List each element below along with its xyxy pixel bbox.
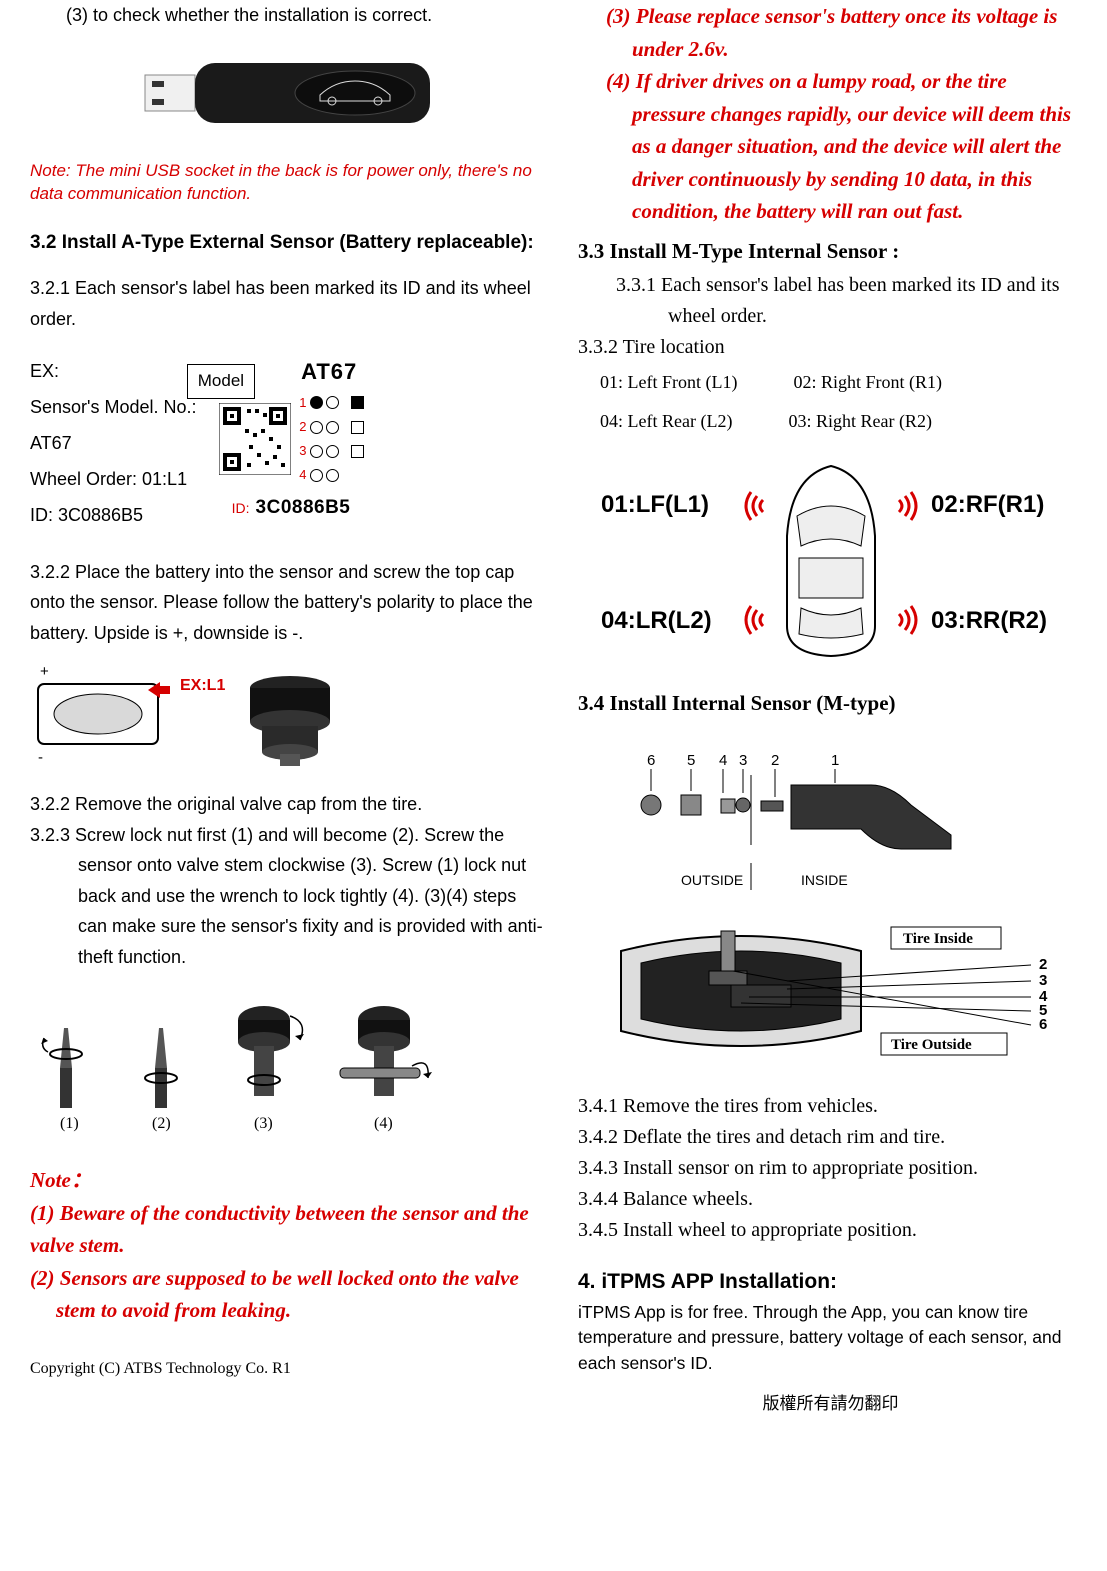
svg-text:6: 6 bbox=[647, 752, 655, 769]
install-steps-figure: (1) (2) (3) (4) bbox=[30, 996, 550, 1146]
sensor-example-block: EX: Sensor's Model. No.: AT67 Wheel Orde… bbox=[30, 353, 550, 533]
p-3-2-2b: 3.2.2 Remove the original valve cap from… bbox=[30, 789, 550, 820]
svg-text:+: + bbox=[40, 663, 49, 680]
id-label: ID: bbox=[232, 497, 250, 521]
tire-location-list: 01: Left Front (L1) 02: Right Front (R1)… bbox=[578, 363, 1083, 442]
footer-chinese: 版權所有請勿翻印 bbox=[578, 1390, 1083, 1419]
svg-text:5: 5 bbox=[687, 752, 695, 769]
qr-row-1: 1 bbox=[297, 392, 307, 414]
p-3-2-1: 3.2.1 Each sensor's label has been marke… bbox=[30, 273, 550, 334]
tire-inside-label: Tire Inside bbox=[903, 931, 973, 947]
car-label-bl: 04:LR(L2) bbox=[601, 607, 712, 634]
note-3: (3) Please replace sensor's battery once… bbox=[578, 0, 1083, 65]
svg-text:3: 3 bbox=[1039, 972, 1047, 989]
svg-text:(2): (2) bbox=[152, 1115, 171, 1132]
svg-text:1: 1 bbox=[831, 752, 839, 769]
car-tire-diagram: 01:LF(L1) 02:RF(R1) 04:LR(L2) 03:RR(R2) bbox=[578, 456, 1083, 666]
ex-model-val: AT67 bbox=[30, 425, 197, 461]
usb-note: Note: The mini USB socket in the back is… bbox=[30, 160, 550, 206]
note-heading: Note： bbox=[30, 1164, 550, 1197]
section-4-body: iTPMS App is for free. Through the App, … bbox=[578, 1300, 1083, 1376]
qr-row-3: 3 bbox=[297, 440, 307, 462]
tire-04: 04: Left Rear (L2) bbox=[600, 402, 732, 442]
battery-cap-figure: + - EX:L1 bbox=[30, 654, 550, 779]
id-value: 3C0886B5 bbox=[256, 492, 351, 524]
ex-wheel: Wheel Order: 01:L1 bbox=[30, 461, 197, 497]
ex-label: EX: bbox=[30, 353, 197, 389]
svg-text:2: 2 bbox=[1039, 956, 1047, 973]
usb-receiver-figure bbox=[30, 45, 550, 140]
ex-id: ID: 3C0886B5 bbox=[30, 497, 197, 533]
p-3-3-2: 3.3.2 Tire location bbox=[578, 332, 1083, 363]
model-tag: Model bbox=[187, 364, 255, 399]
svg-text:4: 4 bbox=[719, 752, 727, 769]
car-label-br: 03:RR(R2) bbox=[931, 607, 1047, 634]
car-label-tr: 02:RF(R1) bbox=[931, 491, 1044, 518]
heading-3-4: 3.4 Install Internal Sensor (M-type) bbox=[578, 686, 1083, 722]
qr-code-icon bbox=[219, 403, 291, 475]
qr-row-2: 2 bbox=[297, 416, 307, 438]
qr-label-figure: Model AT67 bbox=[219, 353, 364, 525]
ex-model-line: Sensor's Model. No.: bbox=[30, 389, 197, 425]
p-3-4-4: 3.4.4 Balance wheels. bbox=[578, 1184, 1083, 1215]
note-4: (4) If driver drives on a lumpy road, or… bbox=[578, 65, 1083, 228]
ex-l1-label: EX:L1 bbox=[180, 677, 225, 694]
car-label-tl: 01:LF(L1) bbox=[601, 491, 709, 518]
valve-exploded-figure: 6 5 4 3 2 1 OUTSIDE INSIDE bbox=[578, 735, 1083, 895]
tire-cross-section-figure: Tire Inside Tire Outside 2 3 4 5 6 bbox=[578, 911, 1083, 1071]
svg-text:(1): (1) bbox=[60, 1115, 79, 1132]
svg-text:2: 2 bbox=[771, 752, 779, 769]
heading-3-3: 3.3 Install M-Type Internal Sensor : bbox=[578, 234, 1083, 270]
model-value-at67: AT67 bbox=[301, 353, 357, 390]
svg-text:(4): (4) bbox=[374, 1115, 393, 1132]
step-3-text: (3) to check whether the installation is… bbox=[30, 0, 550, 31]
svg-text:6: 6 bbox=[1039, 1016, 1047, 1033]
heading-4: 4. iTPMS APP Installation: bbox=[578, 1264, 1083, 1300]
tire-02: 02: Right Front (R1) bbox=[793, 363, 942, 403]
svg-text:(3): (3) bbox=[254, 1115, 273, 1132]
tire-03: 03: Right Rear (R2) bbox=[788, 402, 931, 442]
note-1: (1) Beware of the conductivity between t… bbox=[30, 1197, 550, 1262]
copyright-text: Copyright (C) ATBS Technology Co. R1 bbox=[30, 1355, 550, 1382]
p-3-4-2: 3.4.2 Deflate the tires and detach rim a… bbox=[578, 1122, 1083, 1153]
p-3-3-1: 3.3.1 Each sensor's label has been marke… bbox=[578, 270, 1083, 332]
outside-label: OUTSIDE bbox=[681, 872, 743, 888]
p-3-4-3: 3.4.3 Install sensor on rim to appropria… bbox=[578, 1153, 1083, 1184]
qr-row-4: 4 bbox=[297, 464, 307, 486]
p-3-2-2a: 3.2.2 Place the battery into the sensor … bbox=[30, 557, 550, 649]
svg-text:-: - bbox=[38, 749, 43, 766]
svg-text:3: 3 bbox=[739, 752, 747, 769]
p-3-4-1: 3.4.1 Remove the tires from vehicles. bbox=[578, 1091, 1083, 1122]
heading-3-2: 3.2 Install A-Type External Sensor (Batt… bbox=[30, 223, 550, 263]
note-2: (2) Sensors are supposed to be well lock… bbox=[30, 1262, 550, 1327]
tire-outside-label: Tire Outside bbox=[891, 1037, 972, 1053]
p-3-2-3: 3.2.3 Screw lock nut first (1) and will … bbox=[30, 820, 550, 973]
p-3-4-5: 3.4.5 Install wheel to appropriate posit… bbox=[578, 1215, 1083, 1246]
tire-01: 01: Left Front (L1) bbox=[600, 363, 737, 403]
inside-label: INSIDE bbox=[801, 872, 848, 888]
